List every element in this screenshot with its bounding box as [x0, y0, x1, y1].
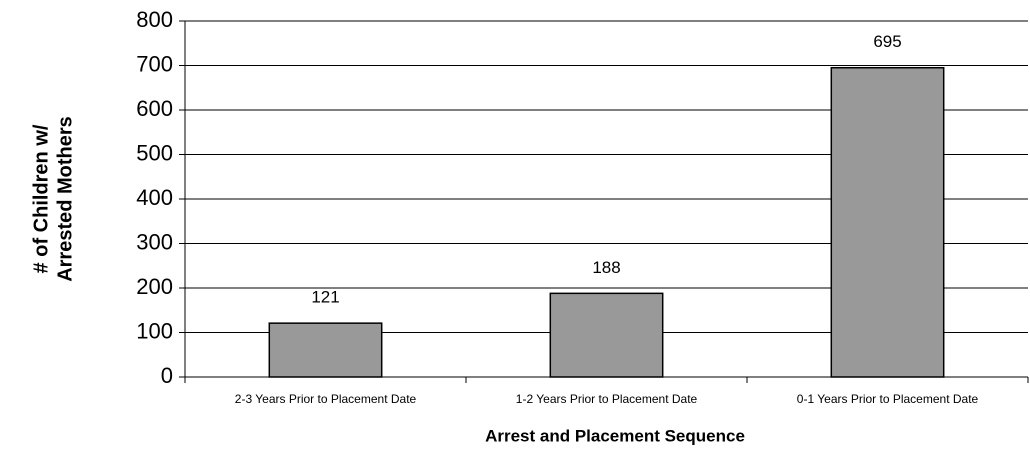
bar: [549, 292, 664, 378]
y-axis-title-line: Arrested Mothers: [54, 116, 76, 282]
x-axis-title: Arrest and Placement Sequence: [485, 426, 745, 445]
y-tick-label: 200: [136, 274, 173, 299]
y-tick-label: 800: [136, 7, 173, 32]
y-tick-label: 600: [136, 96, 173, 121]
y-tick-label: 300: [136, 229, 173, 254]
y-tick-label: 700: [136, 51, 173, 76]
bar: [268, 322, 383, 378]
y-axis-title-line: # of Children w/: [30, 124, 52, 273]
y-tick-label: 100: [136, 318, 173, 343]
y-axis-title: # of Children w/ Arrested Mothers: [30, 116, 76, 282]
bar: [830, 66, 945, 378]
x-tick-label: 1-2 Years Prior to Placement Date: [516, 392, 698, 406]
x-tick-label: 0-1 Years Prior to Placement Date: [797, 392, 979, 406]
value-label: 695: [873, 32, 901, 51]
x-tick-label: 2-3 Years Prior to Placement Date: [235, 392, 417, 406]
y-tick-label: 400: [136, 185, 173, 210]
value-label: 121: [311, 288, 339, 307]
y-tick-label: 0: [161, 363, 173, 388]
value-label: 188: [592, 258, 620, 277]
y-tick-label: 500: [136, 140, 173, 165]
